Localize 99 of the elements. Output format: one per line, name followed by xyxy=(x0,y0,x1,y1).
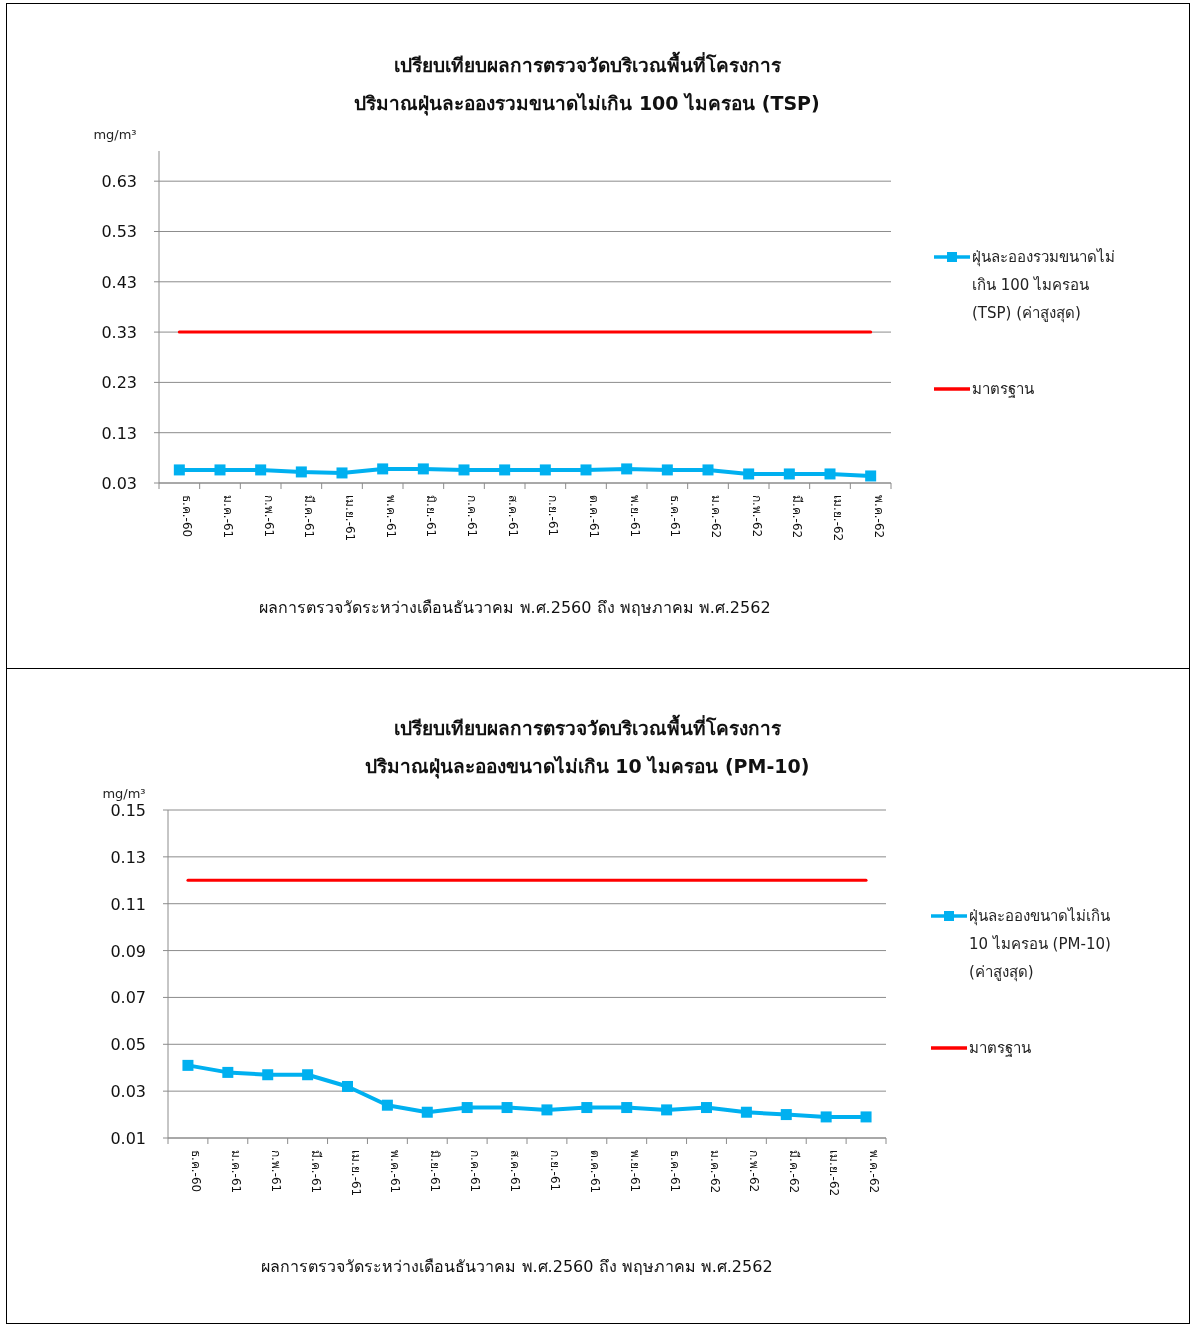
point xyxy=(740,1106,752,1118)
chart-subtitle: ปริมาณฝุ่นละอองรวมขนาดไม่เกิน 100 ไมครอน (TSP) xyxy=(354,92,820,116)
point xyxy=(214,464,226,476)
point xyxy=(860,1111,872,1123)
legend-label: มาตรฐาน xyxy=(969,1038,1032,1059)
point xyxy=(222,1066,234,1078)
x-tick-label: เม.ย.-61 xyxy=(348,1150,363,1197)
x-tick-label: ก.ค.-61 xyxy=(465,495,479,538)
x-tick-label: ม.ค.-62 xyxy=(709,495,723,539)
x-tick-label: มิ.ย.-61 xyxy=(428,1150,443,1193)
y-tick-label: 0.03 xyxy=(101,474,137,493)
y-tick-label: 0.15 xyxy=(110,801,146,820)
y-tick-label: 0.05 xyxy=(110,1035,146,1055)
x-tick-label: ก.ย.-61 xyxy=(546,495,561,537)
chart-title: เปรียบเทียบผลการตรวจวัดบริเวณพื้นที่โครงการ xyxy=(393,51,782,76)
point xyxy=(262,1069,274,1081)
point xyxy=(702,464,714,476)
y-axis-title: mg/m³ xyxy=(93,127,137,142)
x-tick-label: พ.ย.-61 xyxy=(627,1150,642,1193)
x-tick-label: ธ.ค.-60 xyxy=(188,1150,203,1193)
y-tick-label: 0.53 xyxy=(101,222,137,242)
y-tick-label: 0.07 xyxy=(110,988,146,1008)
point xyxy=(783,468,795,480)
point xyxy=(381,1099,393,1111)
point xyxy=(255,464,267,476)
point xyxy=(458,464,470,476)
point xyxy=(342,1080,353,1092)
y-tick-label: 0.63 xyxy=(101,172,137,192)
point xyxy=(461,1102,473,1114)
point xyxy=(621,463,633,475)
x-tick-label: พ.ย.-61 xyxy=(627,495,642,538)
x-tick-label: ม.ค.-61 xyxy=(228,1150,243,1194)
point xyxy=(302,1069,314,1081)
point xyxy=(824,468,836,480)
y-axis-title: mg/m³ xyxy=(102,786,146,801)
y-tick-label: 0.03 xyxy=(110,1082,146,1102)
text: ผลการตรวจวัดระหว่างเดือนธันวาคม พ.ศ.2560 ถึง พฤษภาคม พ.ศ.2562 xyxy=(261,1257,773,1276)
point xyxy=(661,464,673,476)
point xyxy=(377,463,389,475)
y-tick-label: 0.33 xyxy=(101,323,137,343)
point xyxy=(661,1104,673,1116)
x-tick-label: ส.ค.-61 xyxy=(508,1150,523,1193)
chart-subtitle: ปริมาณฝุ่นละอองขนาดไม่เกิน 10 ไมครอน (PM-10) xyxy=(364,755,810,779)
point xyxy=(581,1102,593,1114)
x-tick-label: ต.ค.-61 xyxy=(587,495,601,539)
x-tick-label: พ.ค.-62 xyxy=(867,1150,882,1194)
x-tick-label: พ.ค.-62 xyxy=(871,495,886,539)
x-tick-label: ส.ค.-61 xyxy=(505,495,520,538)
point xyxy=(336,467,348,479)
x-tick-label: ม.ค.-61 xyxy=(221,495,235,539)
x-tick-label: มี.ค.-61 xyxy=(308,1150,323,1194)
x-tick-label: มี.ค.-62 xyxy=(790,495,805,539)
x-tick-label: ธ.ค.-60 xyxy=(180,495,195,538)
x-tick-label: พ.ค.-61 xyxy=(383,495,398,539)
y-tick-label: 0.13 xyxy=(101,423,137,443)
y-tick-label: 0.09 xyxy=(110,941,146,961)
point xyxy=(499,464,511,476)
point xyxy=(182,1059,194,1071)
point xyxy=(417,463,429,475)
x-tick-label: ก.พ.-62 xyxy=(747,1150,762,1193)
legend-label: ฝุ่นละอองขนาดไม่เกิน 10 ไมครอน (PM-10) (ค่าสูงสุด) xyxy=(969,906,1112,984)
point xyxy=(701,1102,712,1114)
point xyxy=(865,470,877,482)
y-tick-label: 0.13 xyxy=(110,847,146,867)
x-tick-label: ก.ค.-61 xyxy=(468,1150,483,1193)
x-tick-label: ก.ย.-61 xyxy=(547,1150,562,1192)
y-tick-label: 0.01 xyxy=(110,1129,146,1148)
chart-title: เปรียบเทียบผลการตรวจวัดบริเวณพื้นที่โครงการ xyxy=(393,714,782,739)
point xyxy=(541,1104,553,1116)
point xyxy=(743,468,755,480)
x-tick-label: ก.พ.-61 xyxy=(261,495,276,538)
point xyxy=(295,466,307,478)
x-tick-label: เม.ย.-62 xyxy=(827,1150,842,1197)
x-tick-label: ม.ค.-62 xyxy=(707,1150,722,1194)
x-tick-label: พ.ค.-61 xyxy=(388,1150,403,1194)
legend-label: มาตรฐาน xyxy=(972,379,1035,400)
point xyxy=(421,1106,433,1118)
x-tick-label: เม.ย.-61 xyxy=(343,495,357,542)
point xyxy=(539,464,551,476)
x-tick-label: ต.ค.-61 xyxy=(587,1150,602,1194)
point xyxy=(173,464,185,476)
legend-label: ฝุ่นละอองรวมขนาดไม่เกิน 100 ไมครอน (TSP) (ค่าสูงสุด) xyxy=(972,247,1116,325)
point xyxy=(580,464,592,476)
y-tick-label: 0.23 xyxy=(101,373,137,393)
x-tick-label: ก.พ.-61 xyxy=(268,1150,283,1193)
x-tick-label: มี.ค.-62 xyxy=(787,1150,802,1194)
x-tick-label: ก.พ.-62 xyxy=(749,495,764,538)
point xyxy=(780,1109,792,1121)
point xyxy=(501,1102,513,1114)
point xyxy=(621,1102,633,1114)
x-tick-label: มี.ค.-61 xyxy=(302,495,317,539)
text: ผลการตรวจวัดระหว่างเดือนธันวาคม พ.ศ.2560 ถึง พฤษภาคม พ.ศ.2562 xyxy=(259,598,771,617)
y-tick-label: 0.43 xyxy=(101,272,137,292)
y-tick-label: 0.11 xyxy=(110,894,146,914)
x-tick-label: เม.ย.-62 xyxy=(831,495,845,542)
x-tick-label: ธ.ค.-61 xyxy=(667,1150,682,1193)
x-tick-label: มิ.ย.-61 xyxy=(424,495,439,538)
x-tick-label: ธ.ค.-61 xyxy=(668,495,683,538)
point xyxy=(820,1111,832,1123)
